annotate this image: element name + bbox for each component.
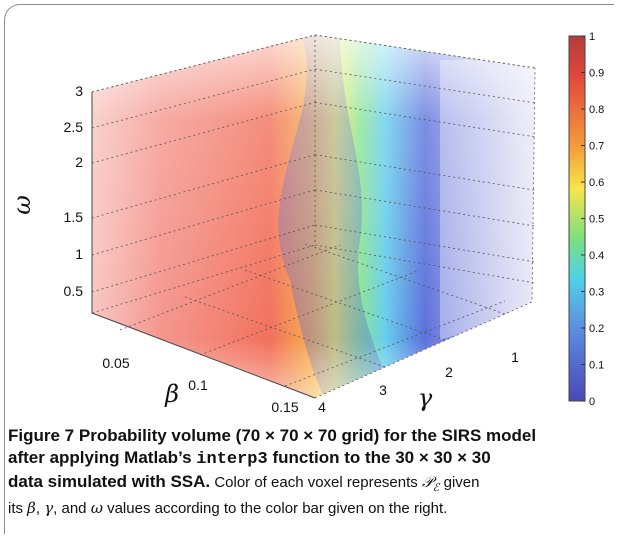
omega-gridline [91,189,316,256]
gamma-label: γ [418,384,433,412]
beta-label: β [164,380,179,408]
colorbar-tick-label: 0.7 [589,141,604,153]
probability-volume [92,35,535,398]
omega-gridline [314,34,536,69]
omega-tick: 2.5 [64,119,84,135]
pe-symbol: 𝒫 [421,473,433,491]
omega-tick: 0.5 [64,283,84,299]
caption-line-1: Figure 7 Probability volume (70 × 70 × 7… [8,426,537,445]
caption-line-4: its β, γ, and ω values according to the … [8,499,448,517]
gamma-tick: 2 [445,364,453,380]
beta-axis: 0.05 0.1 0.15 β [102,355,298,415]
omega-gridline [91,102,316,164]
caption-line-3: data simulated with SSA. Color of each v… [8,472,480,494]
omega-axis: 3 2.5 2 1.5 1 0.5 ω [8,83,83,299]
colorbar-tick-label: 0.3 [589,287,604,299]
colorbar-tick-label: 0.9 [589,68,604,80]
gamma-axis: 1 2 3 4 γ [318,349,519,415]
gamma-tick: 3 [379,382,387,398]
beta-gridline [119,244,341,331]
colorbar-tick-label: 0 [589,396,595,408]
omega-gridline [314,154,536,191]
omega-gridline [314,189,536,227]
omega-gridline [91,68,316,129]
colorbar-tick-label: 0.5 [589,214,604,226]
beta-tick: 0.1 [188,377,208,393]
omega-gridline [314,102,536,138]
colorbar: 1 0.9 0.8 0.7 0.6 0.5 0.4 0.3 0.2 0.1 0 [568,31,604,408]
figure-label: Figure 7 [8,426,75,445]
figure-caption: Figure 7 Probability volume (70 × 70 × 7… [8,425,613,519]
omega-tick: 3 [75,83,83,99]
omega-gridline [91,34,316,93]
colorbar-tick-label: 0.2 [589,323,604,335]
axes-box [91,34,536,399]
colorbar-tick-label: 0.6 [589,177,604,189]
gamma-gridline [184,296,386,368]
omega-label: ω [8,195,36,215]
gamma-tick: 4 [318,399,326,415]
beta-tick: 0.05 [102,355,129,371]
omega-gridline [91,154,316,219]
colorbar-tick-label: 1 [589,31,595,43]
beta-gridline [284,300,506,387]
omega-gridline [91,224,316,293]
colorbar-tick-label: 0.1 [589,360,604,372]
omega-gridline [314,224,536,263]
omega-tick: 1.5 [64,209,84,225]
colorbar-tick-label: 0.4 [589,250,604,262]
caption-line-2: after applying Matlab’s interp3 function… [8,448,491,469]
gamma-tick: 1 [511,349,519,365]
figure-panel [4,4,614,534]
interp3-function: interp3 [196,450,268,469]
gamma-gridline [244,269,446,341]
omega-tick: 2 [75,154,83,170]
beta-tick: 0.15 [271,399,298,415]
omega-tick: 1 [75,246,83,262]
gamma-gridline [304,243,506,315]
beta-gridline [199,269,421,356]
omega-gridline [314,68,536,104]
probability-volume-plot: 3 2.5 2 1.5 1 0.5 ω 0.05 0.1 0.15 β 1 2 … [8,31,604,415]
colorbar-tick-label: 0.8 [589,104,604,116]
